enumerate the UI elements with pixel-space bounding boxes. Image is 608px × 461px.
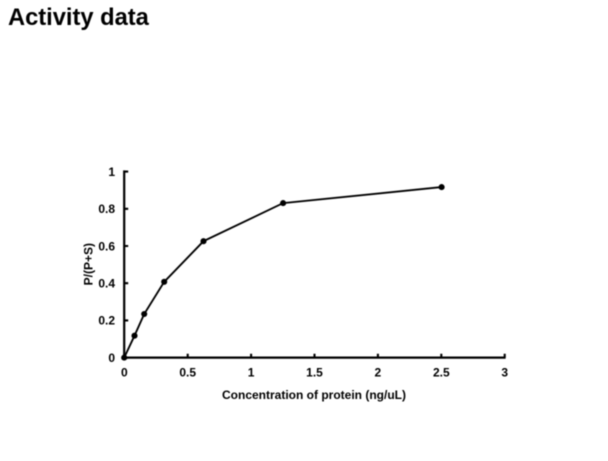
svg-text:2.5: 2.5	[433, 366, 450, 380]
svg-text:0.4: 0.4	[98, 277, 115, 291]
svg-text:3: 3	[501, 366, 508, 380]
svg-text:P/(P+S): P/(P+S)	[82, 243, 96, 285]
svg-text:Concentration of protein (ng/u: Concentration of protein (ng/uL)	[222, 388, 406, 402]
svg-text:2: 2	[375, 366, 382, 380]
svg-text:1.5: 1.5	[306, 366, 323, 380]
svg-text:0.5: 0.5	[179, 366, 196, 380]
svg-text:1: 1	[248, 366, 255, 380]
svg-text:0.6: 0.6	[98, 239, 115, 253]
svg-text:0: 0	[121, 366, 128, 380]
svg-text:0: 0	[108, 351, 115, 365]
svg-text:1: 1	[108, 165, 115, 179]
svg-text:0.8: 0.8	[98, 202, 115, 216]
svg-text:0.2: 0.2	[98, 314, 115, 328]
